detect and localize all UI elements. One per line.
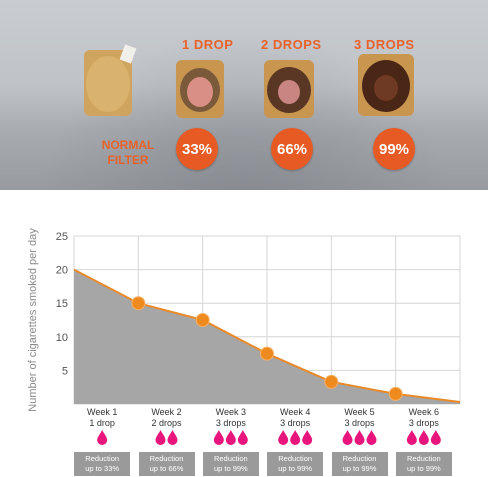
drop-icon bbox=[237, 430, 248, 445]
percent-badge-33: 33% bbox=[176, 128, 218, 170]
week-drops-label: 3 drops bbox=[216, 418, 247, 428]
week-label: Week 6 bbox=[409, 407, 439, 417]
week-drops-label: 2 drops bbox=[151, 418, 182, 428]
data-point bbox=[324, 374, 339, 389]
week-drops-label: 3 drops bbox=[409, 418, 440, 428]
data-point bbox=[195, 313, 210, 327]
drop-icon bbox=[430, 430, 441, 445]
y-tick-label: 10 bbox=[56, 332, 68, 344]
drop-icon bbox=[213, 430, 224, 445]
drop-icon bbox=[302, 430, 313, 445]
week-label: Week 5 bbox=[344, 407, 374, 417]
reduction-label: Reduction up to 99% bbox=[267, 452, 324, 476]
chart-markers bbox=[131, 296, 403, 401]
week-drops-label: 3 drops bbox=[344, 418, 375, 428]
drop-2-label: 2 DROPS bbox=[261, 37, 322, 52]
drop-icons bbox=[97, 430, 441, 445]
week-label: Week 1 bbox=[87, 407, 117, 417]
y-tick-label: 15 bbox=[56, 298, 68, 310]
normal-filter-label: NORMAL FILTER bbox=[101, 138, 155, 167]
y-axis-label: Number of cigarettes smoked per day bbox=[27, 228, 39, 412]
percent-badge-99: 99% bbox=[373, 128, 415, 170]
filter-1-drop-image bbox=[176, 60, 224, 118]
y-tick-labels: 5 10 15 20 25 bbox=[56, 231, 68, 377]
filter-3-drops-image bbox=[358, 54, 414, 116]
data-point bbox=[131, 296, 146, 311]
y-tick-label: 20 bbox=[56, 265, 68, 277]
week-label: Week 4 bbox=[280, 407, 310, 417]
week-drops-label: 3 drops bbox=[280, 418, 311, 428]
filter-2-drops-image bbox=[264, 60, 314, 118]
data-point bbox=[388, 386, 403, 401]
reduction-label: Reduction up to 66% bbox=[138, 452, 195, 476]
reduction-label: Reduction up to 99% bbox=[331, 452, 388, 476]
filters-photo: NORMAL FILTER 1 DROP 2 DROPS 3 DROPS 33% … bbox=[0, 0, 488, 190]
week-label: Week 2 bbox=[151, 407, 181, 417]
drop-icon bbox=[155, 430, 166, 445]
drop-1-label: 1 DROP bbox=[182, 37, 234, 52]
drop-icon bbox=[290, 430, 301, 445]
drop-icon bbox=[366, 430, 377, 445]
reduction-label: Reduction up to 99% bbox=[395, 452, 452, 476]
drop-icon bbox=[97, 430, 108, 445]
y-tick-label: 25 bbox=[56, 231, 68, 243]
drop-icon bbox=[278, 430, 289, 445]
drop-icon bbox=[167, 430, 178, 445]
data-point bbox=[260, 346, 274, 361]
drop-icon bbox=[342, 430, 353, 445]
drop-icon bbox=[354, 430, 365, 445]
reduction-area bbox=[74, 269, 460, 404]
drop-icon bbox=[225, 430, 236, 445]
cigarettes-chart: 5 10 15 20 25 Number of cigarettes smoked pe… bbox=[27, 228, 461, 445]
week-label: Week 3 bbox=[216, 407, 246, 417]
normal-filter-image bbox=[84, 44, 137, 116]
drop-icon bbox=[406, 430, 417, 445]
drop-3-label: 3 DROPS bbox=[354, 37, 415, 52]
reduction-label: Reduction up to 99% bbox=[202, 452, 259, 476]
drop-icon bbox=[418, 430, 429, 445]
reduction-label: Reduction up to 33% bbox=[74, 452, 131, 476]
y-tick-label: 5 bbox=[62, 365, 68, 377]
week-drops-label: 1 drop bbox=[89, 418, 115, 428]
percent-badge-66: 66% bbox=[271, 128, 313, 170]
